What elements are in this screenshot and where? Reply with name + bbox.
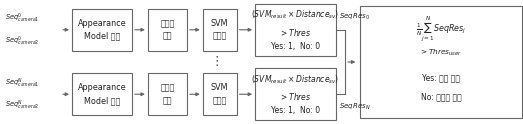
- Text: Appearance
Model 추출: Appearance Model 추출: [78, 19, 126, 41]
- Bar: [255, 68, 336, 120]
- Bar: [360, 6, 522, 118]
- Text: $Seq^0_{camera1}$: $Seq^0_{camera1}$: [5, 12, 40, 25]
- Text: SVM
분류기: SVM 분류기: [211, 19, 229, 41]
- Bar: [72, 9, 132, 51]
- Text: 유사도
추출: 유사도 추출: [160, 83, 175, 105]
- Bar: [202, 9, 236, 51]
- Text: $Seq^N_{camera1}$: $Seq^N_{camera1}$: [5, 76, 40, 90]
- Bar: [255, 4, 336, 56]
- Text: $(SVM_{result} \times Distance_{sv})$
$> Thres$
Yes: 1,  No: 0: $(SVM_{result} \times Distance_{sv})$ $>…: [252, 9, 339, 51]
- Text: $Seq^N_{camera2}$: $Seq^N_{camera2}$: [5, 99, 40, 112]
- Text: $Seq^0_{camera2}$: $Seq^0_{camera2}$: [5, 34, 40, 48]
- Text: $SeqRes_0$: $SeqRes_0$: [339, 12, 369, 22]
- Text: Yes: 동일 객체: Yes: 동일 객체: [422, 74, 460, 83]
- Text: $> Thres_{user}$: $> Thres_{user}$: [419, 48, 462, 58]
- Text: $SeqRes_N$: $SeqRes_N$: [339, 102, 370, 112]
- Bar: [147, 9, 187, 51]
- Text: SVM
분류기: SVM 분류기: [211, 83, 229, 105]
- Text: $\frac{1}{N}\sum_{j=1}^{N} SeqRes_j$: $\frac{1}{N}\sum_{j=1}^{N} SeqRes_j$: [416, 15, 466, 45]
- Text: 유사도
추출: 유사도 추출: [160, 19, 175, 41]
- Text: ⋮: ⋮: [211, 56, 223, 68]
- Text: Appearance
Model 추출: Appearance Model 추출: [78, 83, 126, 105]
- Bar: [147, 73, 187, 115]
- Text: $(SVM_{result} \times Distance_{sv})$
$> Thres$
Yes: 1,  No: 0: $(SVM_{result} \times Distance_{sv})$ $>…: [252, 73, 339, 115]
- Text: No: 비동일 객체: No: 비동일 객체: [420, 92, 461, 101]
- Bar: [72, 73, 132, 115]
- Bar: [202, 73, 236, 115]
